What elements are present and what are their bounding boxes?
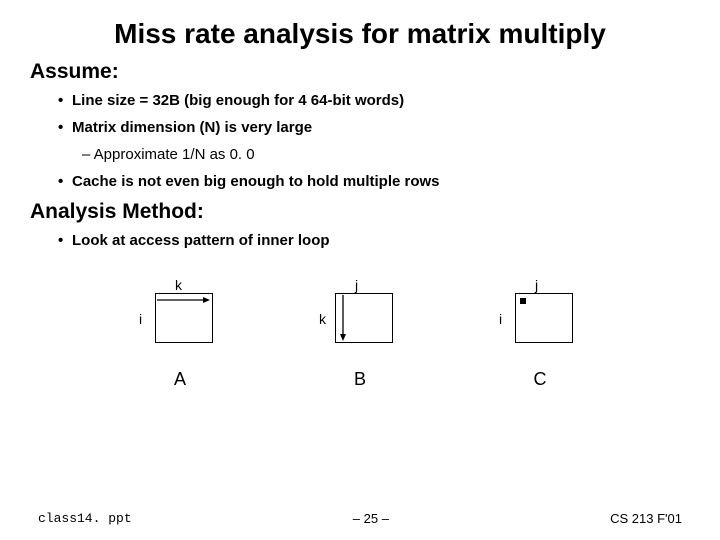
- matrix-c-left-label: i: [499, 311, 502, 327]
- matrix-c-area: j i: [495, 279, 585, 359]
- bullet-matrix-dim: Matrix dimension (N) is very large: [58, 119, 690, 136]
- matrix-c-group: j i C: [495, 279, 585, 390]
- bullet-line-size: Line size = 32B (big enough for 4 64-bit…: [58, 92, 690, 109]
- matrix-a-name: A: [174, 369, 186, 390]
- matrix-a-top-label: k: [175, 277, 182, 293]
- matrix-c-top-label: j: [535, 277, 538, 293]
- slide-footer: class14. ppt – 25 – CS 213 F'01: [0, 511, 720, 526]
- matrix-b-left-label: k: [319, 311, 326, 327]
- slide-content: Miss rate analysis for matrix multiply A…: [0, 0, 720, 390]
- slide-title: Miss rate analysis for matrix multiply: [30, 18, 690, 50]
- matrix-b-area: j k: [315, 279, 405, 359]
- matrix-c-name: C: [534, 369, 547, 390]
- matrix-b-group: j k B: [315, 279, 405, 390]
- matrix-b-top-label: j: [355, 277, 358, 293]
- sub-bullet-approx: – Approximate 1/N as 0. 0: [82, 146, 690, 163]
- footer-course: CS 213 F'01: [610, 511, 682, 526]
- method-heading: Analysis Method:: [30, 200, 690, 224]
- footer-page-number: – 25 –: [353, 511, 389, 526]
- matrix-a-area: k i: [135, 279, 225, 359]
- matrix-a-left-label: i: [139, 311, 142, 327]
- bullet-cache-size: Cache is not even big enough to hold mul…: [58, 173, 690, 190]
- matrix-c-dot: [515, 293, 573, 343]
- bullet-access-pattern: Look at access pattern of inner loop: [58, 232, 690, 249]
- matrix-diagrams: k i A j k B: [30, 279, 690, 390]
- assume-heading: Assume:: [30, 60, 690, 84]
- matrix-a-arrow: [155, 293, 213, 343]
- matrix-b-name: B: [354, 369, 366, 390]
- assume-list: Line size = 32B (big enough for 4 64-bit…: [58, 92, 690, 190]
- method-list: Look at access pattern of inner loop: [58, 232, 690, 249]
- footer-filename: class14. ppt: [38, 511, 132, 526]
- matrix-a-group: k i A: [135, 279, 225, 390]
- matrix-b-arrow: [335, 293, 393, 343]
